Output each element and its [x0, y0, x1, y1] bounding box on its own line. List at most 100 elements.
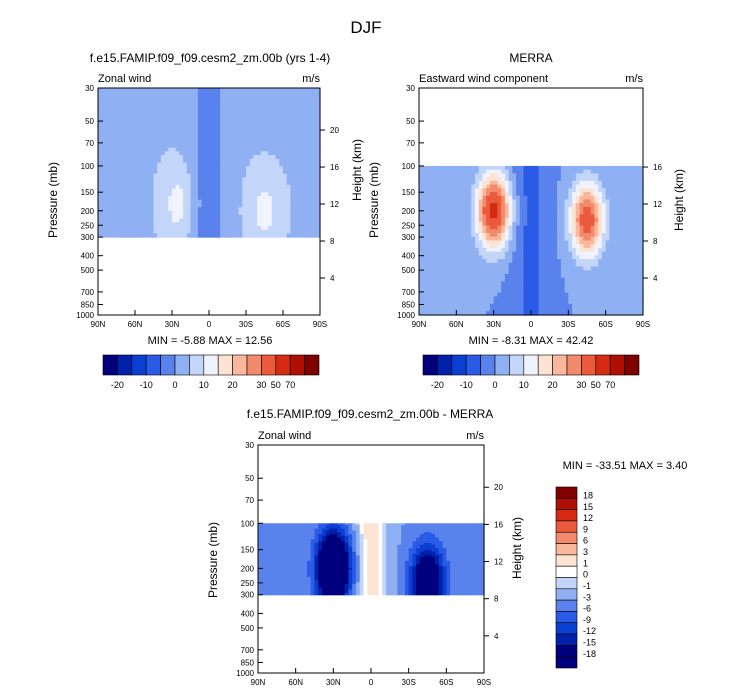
panel-obs-cell — [486, 300, 491, 305]
panel-model-cell — [120, 233, 125, 238]
panel-model-cell — [246, 184, 251, 190]
panel-obs-cell — [557, 225, 562, 230]
panel-model-cell — [131, 121, 136, 126]
panel-model-cell — [205, 106, 210, 111]
panel-obs-cell — [523, 165, 528, 171]
panel-obs-cell — [564, 169, 569, 174]
panel-obs-cell — [433, 233, 439, 238]
panel-model-cell — [308, 210, 314, 216]
panel-model-cell — [112, 192, 118, 197]
panel-obs-cell — [583, 177, 588, 182]
panel-model-cell — [234, 192, 240, 197]
panel-model-cell — [297, 125, 303, 130]
panel-model-cell — [109, 155, 114, 160]
panel-model-cell — [168, 125, 173, 130]
panel-model-cell — [149, 102, 155, 108]
panel-model-cell — [112, 166, 118, 171]
panel-model-cell — [238, 199, 243, 205]
panel-obs-cell — [572, 266, 577, 271]
panel-obs-cell — [478, 251, 484, 256]
panel-obs-cell — [504, 180, 510, 186]
panel-obs-cell — [426, 169, 431, 174]
panel-model-cell — [234, 207, 240, 212]
panel-model-cell — [186, 140, 192, 145]
panel-obs-cell — [620, 221, 625, 227]
panel-model-cell — [98, 229, 103, 234]
panel-obs-cell — [605, 188, 610, 193]
panel-obs-cell — [628, 184, 633, 189]
panel-obs-cell — [549, 229, 554, 234]
panel-obs-cell — [579, 188, 584, 193]
panel-obs-cell — [583, 244, 588, 249]
panel-model-cell — [123, 95, 129, 100]
panel-model-cell — [109, 229, 114, 234]
panel-model-cell — [246, 132, 251, 138]
panel-model-cell — [179, 128, 184, 134]
panel-model-minmax: MIN = -5.88 MAX = 12.56 — [148, 335, 273, 347]
panel-model-cell — [260, 196, 266, 201]
panel-obs-cell — [419, 281, 424, 286]
panel-model-cell — [268, 95, 273, 100]
panel-diff: f.e15.FAMIP.f09_f09.cesm2_zm.00b - MERRA… — [206, 407, 687, 687]
panel-obs-cell — [426, 173, 431, 178]
panel-model-cell — [179, 136, 184, 141]
panel-model-cell — [146, 210, 151, 216]
panel-obs-cell — [590, 281, 596, 286]
panel-model-cell — [172, 207, 177, 212]
panel-obs-cell — [616, 184, 622, 189]
panel-obs-cell — [523, 288, 528, 294]
panel-obs-cell — [523, 281, 528, 286]
panel-obs-cell — [504, 281, 510, 286]
panel-obs-cell — [635, 214, 640, 219]
panel-model-cell — [138, 222, 143, 227]
panel-obs-cell — [478, 255, 484, 260]
panel-model-cell — [231, 132, 236, 138]
panel-obs-cell — [545, 251, 551, 256]
panel-model-cell — [135, 210, 140, 216]
panel-obs-cell — [445, 236, 450, 242]
panel-obs-cell — [422, 259, 428, 264]
panel-obs-cell — [422, 177, 428, 182]
panel-obs-cell — [527, 296, 532, 301]
panel-obs-cell — [430, 229, 435, 234]
panel-model-cell — [305, 155, 310, 160]
panel-obs-cell — [452, 221, 457, 227]
panel-obs-cell — [497, 303, 502, 309]
panel-obs-cell — [460, 184, 465, 189]
panel-obs-cell — [628, 300, 633, 305]
panel-model-cell — [264, 114, 269, 119]
panel-obs-cell — [486, 188, 491, 193]
panel-obs-cell — [542, 195, 547, 201]
panel-model-cell — [138, 121, 143, 126]
panel-obs-cell — [452, 244, 457, 249]
panel-obs-cell — [631, 288, 637, 294]
panel-model-cell — [135, 177, 140, 182]
panel-obs-cell — [493, 259, 498, 264]
panel-model-cell — [172, 106, 177, 111]
panel-obs-cell — [594, 177, 599, 182]
panel-model-cell — [146, 162, 151, 167]
panel-model-cell — [238, 121, 243, 126]
panel-model-cell — [246, 229, 251, 234]
panel-model-cell — [127, 132, 132, 138]
panel-obs-cell — [534, 303, 540, 309]
panel-obs-cell — [519, 206, 525, 212]
panel-model-cell — [253, 225, 258, 231]
panel-model-cell — [290, 203, 295, 208]
panel-model-cell — [301, 214, 306, 220]
panel-obs-cell — [475, 274, 480, 279]
panel-obs-cell — [594, 173, 599, 178]
panel-obs-cell — [523, 240, 528, 245]
panel-model-cell — [142, 192, 147, 197]
panel-model-cell — [268, 169, 273, 175]
panel-obs-cell — [508, 292, 513, 297]
panel-model-cell — [308, 162, 314, 167]
panel-obs-cell — [549, 188, 554, 193]
panel-obs-cell — [579, 307, 584, 312]
panel-obs-cell — [609, 296, 614, 301]
panel-model-cell — [127, 117, 132, 123]
panel-model-cell — [279, 166, 284, 171]
panel-obs-cell — [463, 188, 469, 193]
panel-obs-cell — [572, 221, 577, 227]
panel-obs-cell — [568, 192, 573, 197]
